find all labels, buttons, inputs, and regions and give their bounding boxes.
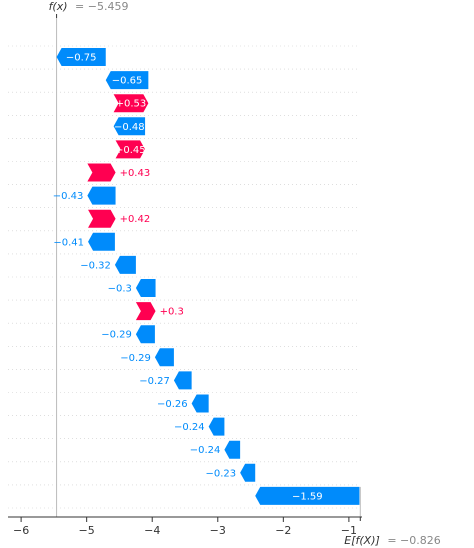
bar-value-label: +0.53 — [116, 99, 147, 110]
negative-bar — [105, 71, 149, 90]
value-labels: −0.75 −0.65 +0.53 −0.48 +0.45 +0.43 −0.43 +0.42… — [53, 53, 323, 503]
bar-value-label: −0.41 — [53, 237, 84, 248]
negative-bar — [255, 486, 360, 505]
bar-value-label: −0.75 — [66, 53, 97, 64]
x-tick-label: −3 — [210, 524, 226, 537]
x-tick-label: −2 — [275, 524, 291, 537]
positive-bar — [87, 163, 116, 182]
bar-value-label: −0.27 — [139, 376, 170, 387]
x-tick-label: −5 — [79, 524, 95, 537]
positive-bar — [88, 209, 116, 228]
gridlines — [8, 45, 360, 509]
x-tick-label: −4 — [144, 524, 160, 537]
bar-value-label: −0.43 — [53, 191, 84, 202]
positive-bar — [113, 94, 149, 113]
negative-bar — [88, 232, 115, 251]
bar-value-label: +0.45 — [115, 145, 146, 156]
bar-value-label: −0.24 — [174, 422, 205, 433]
negative-bar — [191, 394, 209, 413]
bar-value-label: −0.23 — [205, 468, 236, 479]
x-tick-label: −6 — [13, 524, 29, 537]
positive-bar — [115, 140, 146, 159]
x-tick-label: −1 — [341, 524, 357, 537]
bar-value-label: −0.29 — [120, 353, 151, 364]
efx-label-value: = −0.826 — [387, 534, 440, 547]
bar-value-label: −0.24 — [190, 445, 221, 456]
fx-label: f(x) = −5.459 — [49, 0, 129, 13]
bar-value-label: −1.59 — [292, 491, 323, 502]
negative-bar — [208, 417, 225, 436]
bar-value-label: +0.3 — [160, 307, 184, 318]
negative-bar — [154, 348, 174, 367]
bar-value-label: +0.42 — [120, 214, 151, 225]
negative-bar — [173, 371, 192, 390]
negative-bar — [56, 48, 106, 66]
bars — [56, 48, 360, 505]
x-axis-ticks: −6 −5 −4 −3 −2 −1 — [13, 14, 361, 537]
bar-value-label: −0.26 — [157, 399, 188, 410]
bar-value-label: −0.3 — [108, 284, 132, 295]
positive-bar — [135, 302, 156, 321]
negative-bar — [113, 117, 146, 136]
bar-value-label: −0.48 — [114, 122, 145, 133]
negative-bar — [87, 186, 116, 205]
bar-value-label: +0.43 — [120, 168, 151, 179]
bar-value-label: −0.32 — [80, 260, 111, 271]
bar-value-label: −0.65 — [112, 76, 143, 87]
bar-value-label: −0.29 — [101, 330, 132, 341]
fx-label-value: = −5.459 — [75, 0, 128, 13]
negative-bar — [135, 325, 155, 344]
negative-bar — [240, 463, 256, 482]
negative-bar — [224, 440, 241, 459]
efx-label: E[f(X)] = −0.826 — [344, 534, 440, 547]
negative-bar — [135, 279, 156, 297]
negative-bar — [114, 255, 136, 274]
efx-label-name: E[f(X)] — [344, 534, 380, 547]
fx-label-name: f(x) — [49, 0, 68, 13]
